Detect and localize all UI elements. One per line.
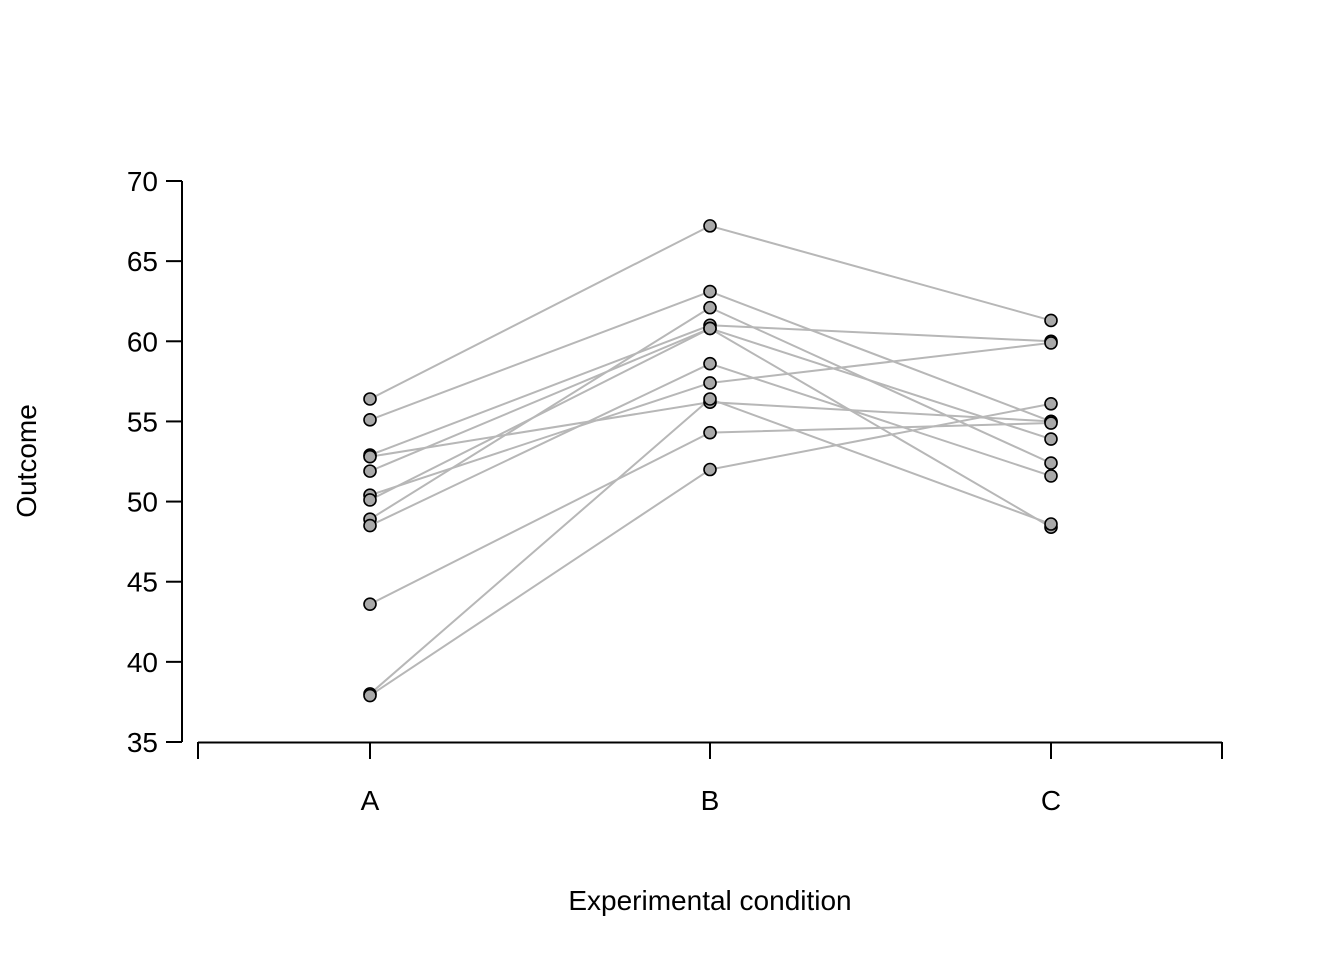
data-point-subject-11-c: [1044, 517, 1058, 531]
x-axis-ticks: A B C: [197, 742, 1223, 816]
y-tick-label: 65: [127, 246, 158, 277]
y-tick-label: 50: [127, 487, 158, 518]
x-axis-title: Experimental condition: [568, 885, 851, 916]
x-tick-label-b: B: [701, 785, 720, 816]
data-point-subject-6-c: [1044, 336, 1058, 350]
data-point-subject-6-b: [703, 376, 717, 390]
data-point-subject-1-a: [363, 392, 377, 406]
data-point-subject-10-a: [363, 597, 377, 611]
data-point-subject-1-b: [703, 219, 717, 233]
y-tick-label: 35: [127, 727, 158, 758]
data-point-subject-9-c: [1044, 469, 1058, 483]
data-point-subject-7-a: [363, 493, 377, 507]
y-tick-label: 45: [127, 567, 158, 598]
data-point-subject-10-c: [1044, 416, 1058, 430]
data-point-subject-8-c: [1044, 456, 1058, 470]
data-point-subject-5-c: [1044, 432, 1058, 446]
y-axis-title: Outcome: [11, 404, 42, 518]
axes: [181, 181, 1222, 744]
x-tick-label-a: A: [361, 785, 380, 816]
series-line-subject-10: [369, 422, 1052, 606]
y-tick-label: 60: [127, 326, 158, 357]
x-tick-label-c: C: [1041, 785, 1061, 816]
data-point-subject-4-a: [363, 449, 377, 464]
data-point-subject-5-a: [363, 464, 377, 478]
data-points: [363, 219, 1058, 703]
data-point-subject-12-b: [703, 462, 717, 477]
data-point-subject-7-b: [703, 321, 717, 336]
data-point-subject-9-b: [703, 356, 717, 371]
y-axis-ticks: 35 40 45 50 55 60 65 70: [127, 166, 182, 758]
data-point-subject-10-b: [703, 425, 717, 440]
data-point-subject-12-a: [363, 688, 377, 703]
data-point-subject-2-b: [703, 284, 717, 299]
data-point-subject-12-c: [1044, 396, 1058, 411]
y-tick-label: 55: [127, 406, 158, 437]
data-point-subject-9-a: [363, 518, 377, 533]
y-tick-label: 40: [127, 647, 158, 678]
data-point-subject-11-b: [703, 392, 717, 406]
data-point-subject-2-a: [363, 413, 377, 427]
y-tick-label: 70: [127, 166, 158, 197]
data-point-subject-1-c: [1044, 313, 1058, 328]
data-point-subject-8-b: [703, 300, 717, 315]
